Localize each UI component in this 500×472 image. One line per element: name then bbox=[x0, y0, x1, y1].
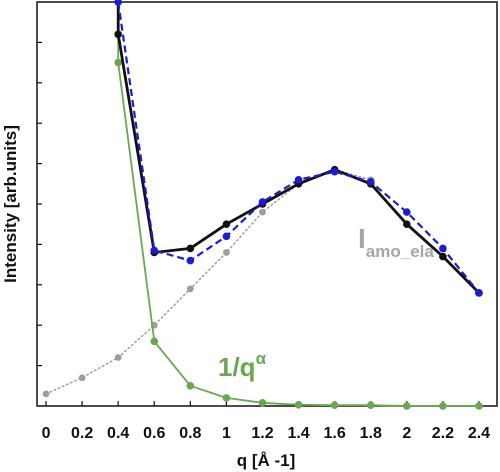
data-point-green bbox=[330, 401, 339, 409]
plot-frame bbox=[36, 1, 498, 407]
annotation-inverse-q: 1/qα bbox=[218, 349, 267, 382]
annotation-amo-ela-main: I bbox=[358, 223, 366, 254]
data-point-black bbox=[222, 220, 231, 228]
data-point-gray bbox=[259, 208, 266, 216]
x-tick-label: 0.2 bbox=[71, 425, 93, 442]
data-point-green bbox=[475, 402, 483, 410]
data-point-gray bbox=[186, 285, 194, 293]
data-point-gray bbox=[114, 354, 122, 361]
series-gray bbox=[42, 166, 375, 398]
data-point-blue bbox=[403, 208, 411, 216]
data-point-blue bbox=[114, 0, 122, 6]
annotation-inverse-q-superscript: α bbox=[256, 349, 267, 368]
data-point-green bbox=[258, 398, 267, 407]
series-green bbox=[114, 2, 483, 410]
data-point-green bbox=[294, 400, 303, 409]
data-point-blue bbox=[366, 177, 375, 186]
data-point-blue bbox=[439, 244, 447, 253]
x-axis-title: q [Å -1] bbox=[237, 451, 296, 470]
data-point-green bbox=[150, 337, 159, 346]
data-point-black bbox=[114, 30, 122, 39]
annotation-amo-ela: Iamo_ela bbox=[358, 223, 434, 261]
data-point-black bbox=[439, 252, 447, 261]
data-point-blue bbox=[150, 246, 159, 255]
x-axis-ticks: 0 0.2 0.4 0.6 0.8 1 1.2 1.4 1.6 1.8 2 2.2 2.4 bbox=[42, 401, 490, 442]
data-point-black bbox=[186, 244, 195, 253]
data-point-green bbox=[366, 401, 375, 409]
annotation-amo-ela-subscript: amo_ela bbox=[366, 242, 435, 261]
data-point-green bbox=[403, 402, 411, 410]
x-tick-label: 1.8 bbox=[360, 425, 382, 442]
x-tick-label: 0.6 bbox=[143, 425, 165, 442]
x-tick-label: 2 bbox=[402, 425, 411, 442]
data-point-green bbox=[186, 382, 195, 390]
y-axis-ticks bbox=[37, 41, 42, 367]
data-point-blue bbox=[258, 198, 267, 206]
data-point-blue bbox=[186, 256, 195, 265]
data-point-green bbox=[222, 394, 231, 402]
x-tick-label: 0 bbox=[42, 425, 51, 442]
y-axis-title: Intensity [arb.units] bbox=[1, 125, 20, 283]
x-tick-label: 0.4 bbox=[107, 425, 129, 442]
series-layer bbox=[42, 0, 483, 410]
data-point-gray bbox=[223, 249, 230, 256]
data-point-gray bbox=[78, 374, 86, 382]
data-point-green bbox=[114, 58, 122, 67]
x-tick-label: 1.4 bbox=[287, 425, 309, 442]
annotation-inverse-q-main: 1/q bbox=[218, 352, 256, 382]
series-line-black bbox=[116, 2, 480, 294]
data-point-green bbox=[439, 402, 447, 410]
data-point-black bbox=[403, 220, 411, 228]
x-tick-label: 1.2 bbox=[251, 425, 273, 442]
x-tick-label: 2.2 bbox=[432, 425, 454, 442]
data-point-blue bbox=[475, 289, 483, 297]
series-line-gray bbox=[45, 168, 372, 395]
x-tick-label: 2.4 bbox=[468, 425, 490, 442]
data-point-blue bbox=[294, 175, 303, 184]
x-tick-label: 1 bbox=[222, 425, 231, 442]
series-blue bbox=[114, 0, 483, 297]
series-line-green bbox=[117, 2, 479, 407]
data-point-blue bbox=[330, 167, 339, 176]
data-point-gray bbox=[42, 390, 50, 398]
data-point-blue bbox=[222, 232, 231, 241]
x-tick-label: 0.8 bbox=[179, 425, 201, 442]
x-tick-label: 1.6 bbox=[324, 425, 346, 442]
